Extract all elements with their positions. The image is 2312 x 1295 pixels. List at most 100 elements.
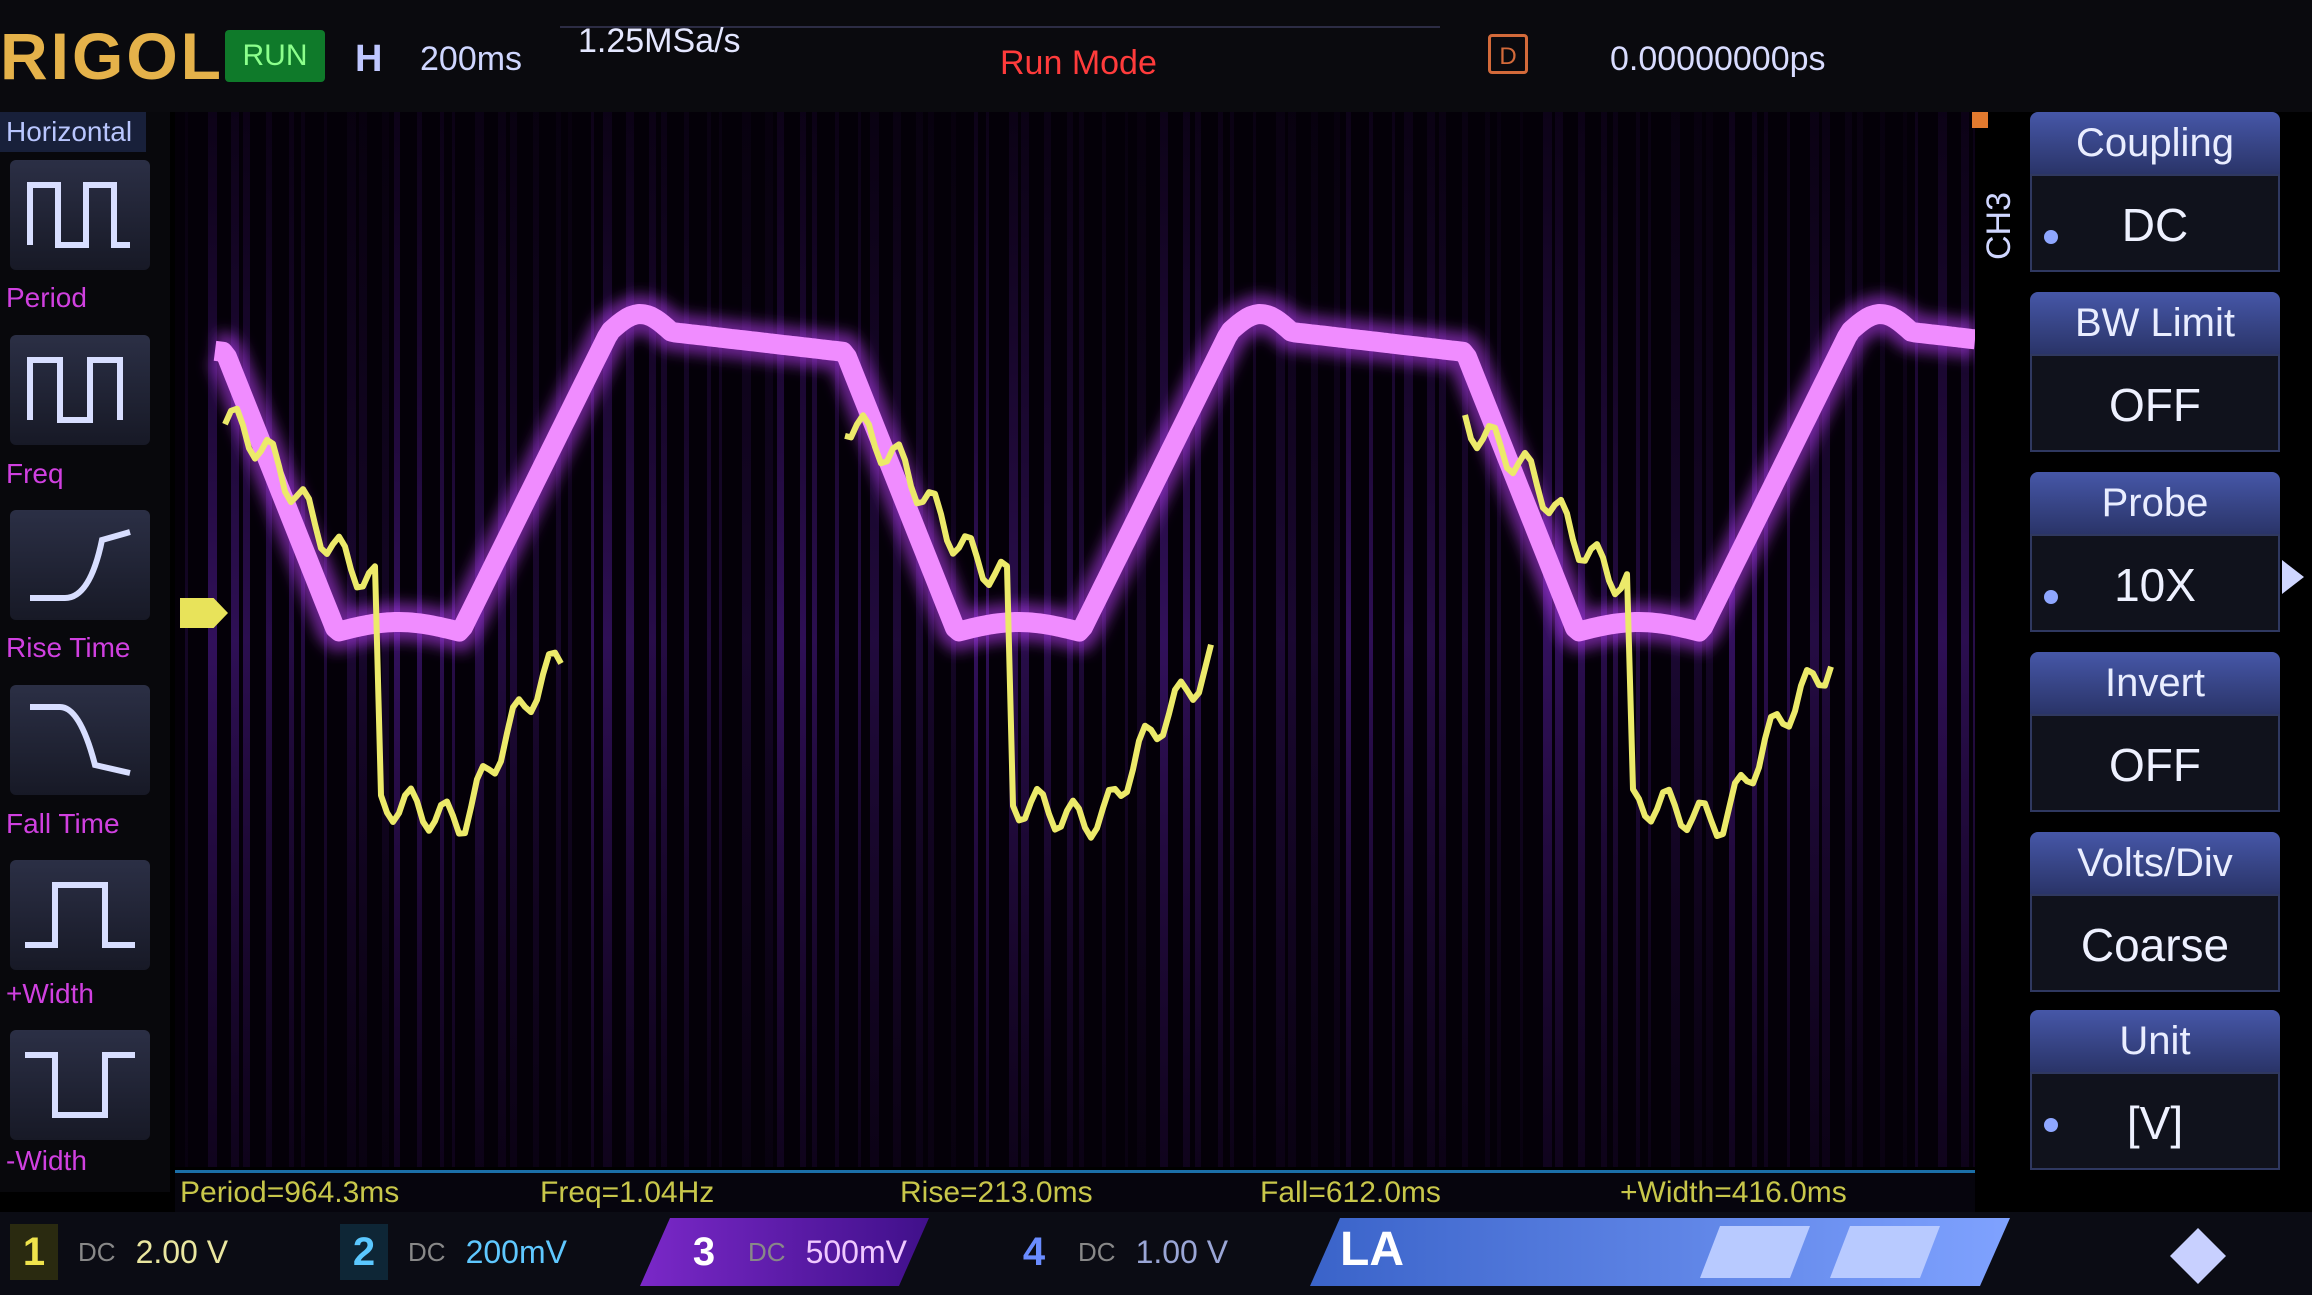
persistence-streak	[719, 112, 722, 1167]
waveform-display[interactable]	[175, 112, 1975, 1167]
unit-knob-indicator-icon	[2044, 1118, 2058, 1132]
probe-knob-indicator-icon	[2044, 590, 2058, 604]
persistence-streak	[1903, 112, 1907, 1167]
measurement-rise-time: Rise=213.0ms	[900, 1176, 1093, 1210]
persistence-streak	[765, 112, 773, 1167]
volts-div-button[interactable]: Coarse	[2030, 894, 2280, 992]
probe-button[interactable]: 10X	[2030, 534, 2280, 632]
rise-time-icon	[10, 510, 150, 620]
persistence-streak	[266, 112, 272, 1167]
persistence-streak	[498, 112, 506, 1167]
unit-menu-title: Unit	[2030, 1010, 2280, 1072]
persistence-streak	[1183, 112, 1190, 1167]
persistence-streak	[1137, 112, 1146, 1167]
trigger-position-marker[interactable]	[1972, 112, 1988, 128]
persistence-streak	[1276, 112, 1285, 1167]
trigger-position-readout[interactable]: 0.00000000ps	[1610, 40, 1826, 79]
channel-1-coupling: DC	[78, 1237, 116, 1268]
persistence-streak	[1752, 112, 1757, 1167]
trigger-icon[interactable]: D	[1488, 34, 1528, 74]
channel-4-scale: 1.00 V	[1136, 1234, 1229, 1271]
persistence-streak	[1392, 112, 1395, 1167]
persistence-streak	[1845, 112, 1852, 1167]
channel-4-status[interactable]: 4 DC 1.00 V	[1010, 1218, 1228, 1286]
coupling-menu-title: Coupling	[2030, 112, 2280, 174]
logic-analyzer-label: LA	[1340, 1222, 1404, 1277]
persistence-streak	[1230, 112, 1234, 1167]
coupling-knob-indicator-icon	[2044, 230, 2058, 244]
persistence-streak	[1404, 112, 1413, 1167]
persistence-streak	[1810, 112, 1819, 1167]
persistence-streak	[661, 112, 667, 1167]
persistence-streak	[1973, 112, 1975, 1167]
persistence-streak	[556, 112, 561, 1167]
persistence-streak	[1160, 112, 1168, 1167]
persistence-streak	[1427, 112, 1435, 1167]
coupling-button[interactable]: DC	[2030, 174, 2280, 272]
frequency-icon	[10, 335, 150, 445]
channel-2-status[interactable]: 2 DC 200mV	[340, 1218, 567, 1286]
persistence-streak	[603, 112, 612, 1167]
brand-logo: RIGOL	[0, 18, 224, 98]
timebase-readout[interactable]: 200ms	[420, 40, 522, 79]
invert-button[interactable]: OFF	[2030, 714, 2280, 812]
measurement-fall-time: Fall=612.0ms	[1260, 1176, 1441, 1210]
persistence-streak	[812, 112, 817, 1167]
run-stop-status[interactable]: RUN	[225, 30, 325, 82]
bw-limit-button[interactable]: OFF	[2030, 354, 2280, 452]
persistence-streak	[684, 112, 689, 1167]
persistence-streak	[800, 112, 806, 1167]
persistence-streak	[591, 112, 594, 1167]
channel-1-scale: 2.00 V	[136, 1234, 229, 1271]
bw-limit-menu-title: BW Limit	[2030, 292, 2280, 354]
measure-menu-header[interactable]: Horizontal	[0, 112, 146, 152]
measure-item-fall-time[interactable]	[10, 685, 150, 795]
channel-3-status[interactable]: 3 DC 500mV	[640, 1218, 929, 1286]
fall-time-icon	[10, 685, 150, 795]
horizontal-icon: H	[355, 38, 382, 81]
persistence-streak	[1195, 112, 1201, 1167]
negative-width-icon	[10, 1030, 150, 1140]
persistence-streak	[1218, 112, 1223, 1167]
persistence-streak	[626, 112, 634, 1167]
persistence-streak	[1369, 112, 1373, 1167]
channel-3-number: 3	[680, 1224, 728, 1280]
persistence-streak	[208, 112, 217, 1167]
channel-2-coupling: DC	[408, 1237, 446, 1268]
channel-2-scale: 200mV	[466, 1234, 567, 1271]
channel-3-scale: 500mV	[806, 1234, 907, 1271]
unit-button[interactable]: [V]	[2030, 1072, 2280, 1170]
persistence-streak	[568, 112, 572, 1167]
persistence-streak	[1961, 112, 1969, 1167]
waveform-area	[175, 112, 1975, 1167]
persistence-streak	[510, 112, 517, 1167]
channel-1-status[interactable]: 1 DC 2.00 V	[10, 1218, 228, 1286]
measure-item-period[interactable]	[10, 160, 150, 270]
persistence-streak	[1857, 112, 1863, 1167]
persistence-streak	[533, 112, 539, 1167]
persistence-streak	[1729, 112, 1735, 1167]
sample-rate-readout: 1.25MSa/s	[578, 22, 741, 61]
channel-1-number: 1	[10, 1224, 58, 1280]
run-mode-label: Run Mode	[1000, 44, 1157, 83]
persistence-streak	[742, 112, 751, 1167]
menu-page-arrow-icon[interactable]	[2282, 560, 2304, 594]
measure-item-negative-width[interactable]	[10, 1030, 150, 1140]
measure-item-freq[interactable]	[10, 335, 150, 445]
probe-menu-title: Probe	[2030, 472, 2280, 534]
persistence-streak	[858, 112, 861, 1167]
persistence-streak	[1125, 112, 1128, 1167]
persistence-streak	[777, 112, 784, 1167]
measure-label-positive-width: +Width	[6, 978, 166, 1010]
persistence-streak	[1462, 112, 1468, 1167]
measure-item-rise-time[interactable]	[10, 510, 150, 620]
volts-div-menu-title: Volts/Div	[2030, 832, 2280, 894]
persistence-streak	[928, 112, 934, 1167]
persistence-streak	[1520, 112, 1523, 1167]
persistence-streak	[289, 112, 294, 1167]
positive-width-icon	[10, 860, 150, 970]
persistence-streak	[1822, 112, 1830, 1167]
measure-item-positive-width[interactable]	[10, 860, 150, 970]
persistence-streak	[1334, 112, 1340, 1167]
persistence-streak	[1880, 112, 1885, 1167]
